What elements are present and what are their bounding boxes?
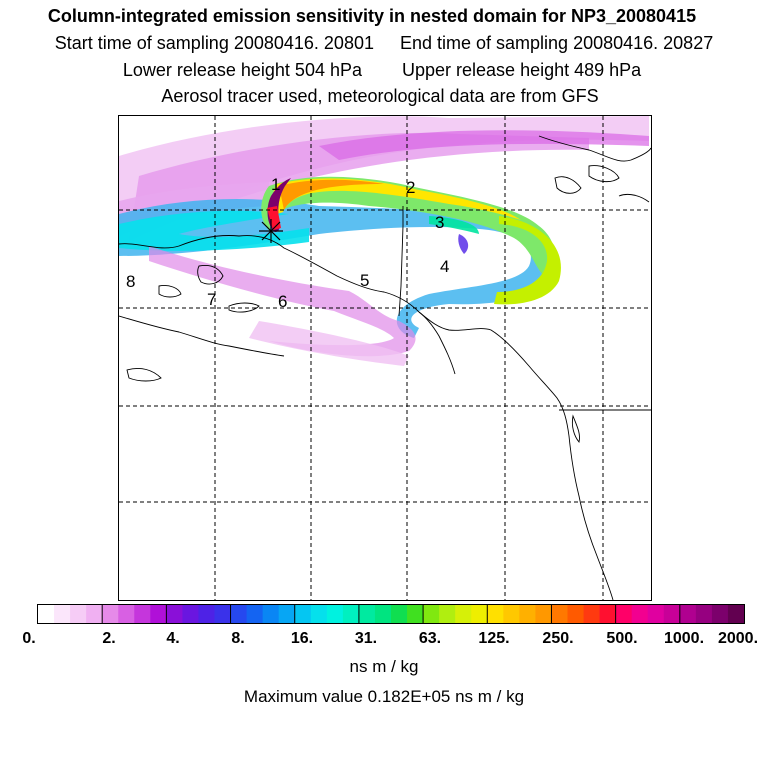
region-label-3: 3 (435, 213, 445, 232)
region-label-1: 1 (271, 175, 281, 194)
colorbar-swatch (86, 605, 103, 623)
colorbar-swatch (647, 605, 665, 623)
map-canvas (119, 116, 651, 600)
colorbar-swatch (326, 605, 344, 623)
upper-release-height: Upper release height 489 hPa (402, 60, 642, 80)
colorbar-swatch (407, 605, 424, 623)
region-label-2: 2 (406, 178, 416, 197)
colorbar-tick: 63. (418, 630, 442, 647)
colorbar-swatch (535, 605, 553, 623)
plume-south-tail (249, 321, 409, 366)
colorbar-swatch (679, 605, 697, 623)
colorbar-swatch (198, 605, 216, 623)
coastlines (119, 135, 651, 600)
colorbar-swatch (134, 605, 151, 623)
colorbar-swatch (615, 605, 633, 623)
colorbar-tick: 31. (354, 630, 378, 647)
sampling-times: Start time of sampling 20080416. 20801 En… (0, 33, 768, 54)
colorbar-swatch (551, 605, 569, 623)
lower-release-height: Lower release height 504 hPa (122, 60, 362, 80)
plume-band-4 (458, 234, 469, 254)
colorbar-tick: 0. (22, 630, 36, 647)
colorbar-swatch (519, 605, 537, 623)
colorbar-swatch (727, 605, 744, 623)
colorbar-swatch (663, 605, 681, 623)
region-label-7: 7 (207, 290, 217, 309)
colorbar-swatch (358, 605, 376, 623)
colorbar-swatch (631, 605, 649, 623)
colorbar-swatch (423, 605, 440, 623)
colorbar-swatch (230, 605, 248, 623)
colorbar-tick: 2. (102, 630, 116, 647)
colorbar-swatch (246, 605, 264, 623)
plume-outer (119, 116, 649, 236)
colorbar-swatch (711, 605, 729, 623)
grid-lines (119, 116, 651, 600)
colorbar-swatch (102, 605, 119, 623)
colorbar-swatch (214, 605, 232, 623)
colorbar-swatch (166, 605, 184, 623)
colorbar-swatch (471, 605, 488, 623)
colorbar-swatch (278, 605, 296, 623)
plume-band-3 (429, 216, 479, 234)
colorbar-tick: 500. (606, 630, 638, 647)
plume-east (494, 216, 561, 305)
colorbar-swatch (439, 605, 456, 623)
colorbar (37, 604, 745, 624)
colorbar-swatch (599, 605, 617, 623)
colorbar-tick: 1000. (663, 630, 705, 647)
plume-ring-yellow (273, 178, 521, 220)
colorbar-tick: 2000. (717, 630, 759, 647)
region-label-8: 8 (126, 272, 136, 291)
tracer-note: Aerosol tracer used, meteorological data… (161, 86, 599, 106)
plume-south-loop (149, 246, 416, 357)
colorbar-swatch (38, 605, 55, 623)
plume-outer-2 (129, 132, 589, 241)
start-time: Start time of sampling 20080416. 20801 (54, 33, 374, 53)
end-time: End time of sampling 20080416. 20827 (399, 33, 714, 53)
colorbar-swatch (182, 605, 200, 623)
colorbar-swatch (455, 605, 472, 623)
colorbar-swatch (262, 605, 280, 623)
region-label-4: 4 (440, 257, 450, 276)
release-point-marker (259, 219, 283, 243)
colorbar-swatch (374, 605, 392, 623)
colorbar-tick: 250. (542, 630, 574, 647)
colorbar-tick: 16. (290, 630, 314, 647)
colorbar-swatch (391, 605, 408, 623)
colorbar-swatch (487, 605, 504, 623)
colorbar-swatch (118, 605, 135, 623)
colorbar-swatch (310, 605, 328, 623)
colorbar-swatch (567, 605, 585, 623)
sensitivity-map: 1 2 3 4 5 6 7 8 (118, 115, 652, 601)
plume-inner-blue (119, 210, 309, 251)
maximum-value: Maximum value 0.182E+05 ns m / kg (243, 687, 525, 706)
colorbar-swatch (294, 605, 312, 623)
colorbar-swatch (150, 605, 167, 623)
plume-ring-orange (279, 179, 384, 210)
colorbar-unit: ns m / kg (349, 657, 419, 676)
colorbar-tick: 125. (478, 630, 510, 647)
colorbar-swatches (38, 605, 744, 623)
colorbar-swatch (503, 605, 520, 623)
map-title: Column-integrated emission sensitivity i… (47, 6, 697, 26)
colorbar-tick: 8. (231, 630, 245, 647)
release-heights: Lower release height 504 hPa Upper releas… (0, 60, 766, 81)
colorbar-swatch (54, 605, 71, 623)
region-label-6: 6 (278, 292, 288, 311)
colorbar-swatch (70, 605, 87, 623)
colorbar-swatch (583, 605, 601, 623)
region-label-5: 5 (360, 271, 370, 290)
colorbar-tick: 4. (166, 630, 180, 647)
plume-ring-green (261, 176, 555, 276)
colorbar-swatch (342, 605, 360, 623)
plume-north-band (319, 130, 649, 160)
plume-loop-cyan (119, 199, 560, 338)
colorbar-swatch (695, 605, 713, 623)
